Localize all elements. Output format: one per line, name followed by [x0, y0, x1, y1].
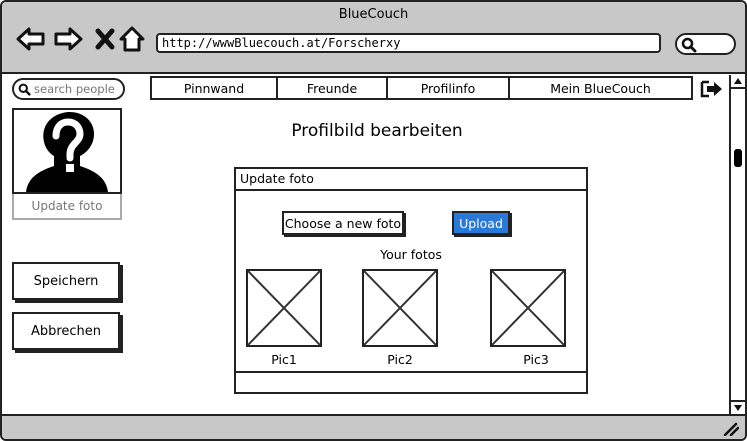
photo-label: Pic2 [387, 352, 413, 367]
image-placeholder-icon [492, 271, 564, 345]
status-bar [2, 414, 745, 439]
title-bar: BlueCouch http://wwwBluecouch.at/Forsche… [2, 2, 745, 74]
resize-grip-icon[interactable] [723, 422, 739, 436]
save-button[interactable]: Speichern [12, 262, 120, 300]
unknown-person-icon [26, 112, 108, 192]
cancel-button[interactable]: Abbrechen [12, 312, 120, 350]
scroll-down-icon[interactable] [731, 400, 745, 414]
search-icon [18, 83, 31, 96]
window-title: BlueCouch [338, 7, 409, 22]
photo-thumbnail[interactable] [490, 269, 566, 347]
logout-icon[interactable] [700, 79, 724, 99]
update-foto-dialog: Update foto Choose a new foto Upload You… [234, 167, 588, 394]
forward-arrow-icon[interactable] [53, 24, 83, 54]
tab-freunde[interactable]: Freunde [278, 78, 388, 98]
tab-mein-bluecouch[interactable]: Mein BlueCouch [550, 80, 651, 96]
dialog-footer [236, 371, 586, 392]
back-arrow-icon[interactable] [16, 24, 46, 54]
search-people-input[interactable]: search people [12, 78, 125, 100]
image-placeholder-icon [364, 271, 436, 345]
update-foto-link[interactable]: Update foto [12, 194, 122, 220]
tab-pinnwand[interactable]: Pinnwand [152, 78, 278, 98]
browser-search-field[interactable] [675, 33, 736, 55]
search-icon [681, 37, 697, 53]
scroll-up-icon[interactable] [731, 75, 745, 89]
your-fotos-label: Your fotos [380, 247, 442, 262]
page-title: Profilbild bearbeiten [291, 121, 463, 141]
image-placeholder-icon [248, 271, 320, 345]
home-icon[interactable] [117, 24, 147, 54]
tab-profilinfo[interactable]: Profilinfo [388, 78, 510, 98]
close-icon[interactable] [90, 24, 120, 54]
photo-label: Pic1 [271, 352, 297, 367]
photo-thumbnail[interactable] [362, 269, 438, 347]
choose-foto-button[interactable]: Choose a new foto [282, 211, 404, 235]
upload-button[interactable]: Upload [452, 211, 510, 235]
scroll-thumb[interactable] [734, 149, 742, 167]
dialog-header: Update foto [236, 169, 586, 191]
photo-thumbnail[interactable] [246, 269, 322, 347]
url-field[interactable]: http://wwwBluecouch.at/Forscherxy [156, 33, 661, 53]
profile-avatar [12, 108, 122, 194]
photo-label: Pic3 [523, 352, 549, 367]
vertical-scrollbar[interactable] [729, 75, 745, 414]
main-nav-tabs: Pinnwand Freunde Profilinfo Mein BlueCou… [150, 76, 693, 100]
